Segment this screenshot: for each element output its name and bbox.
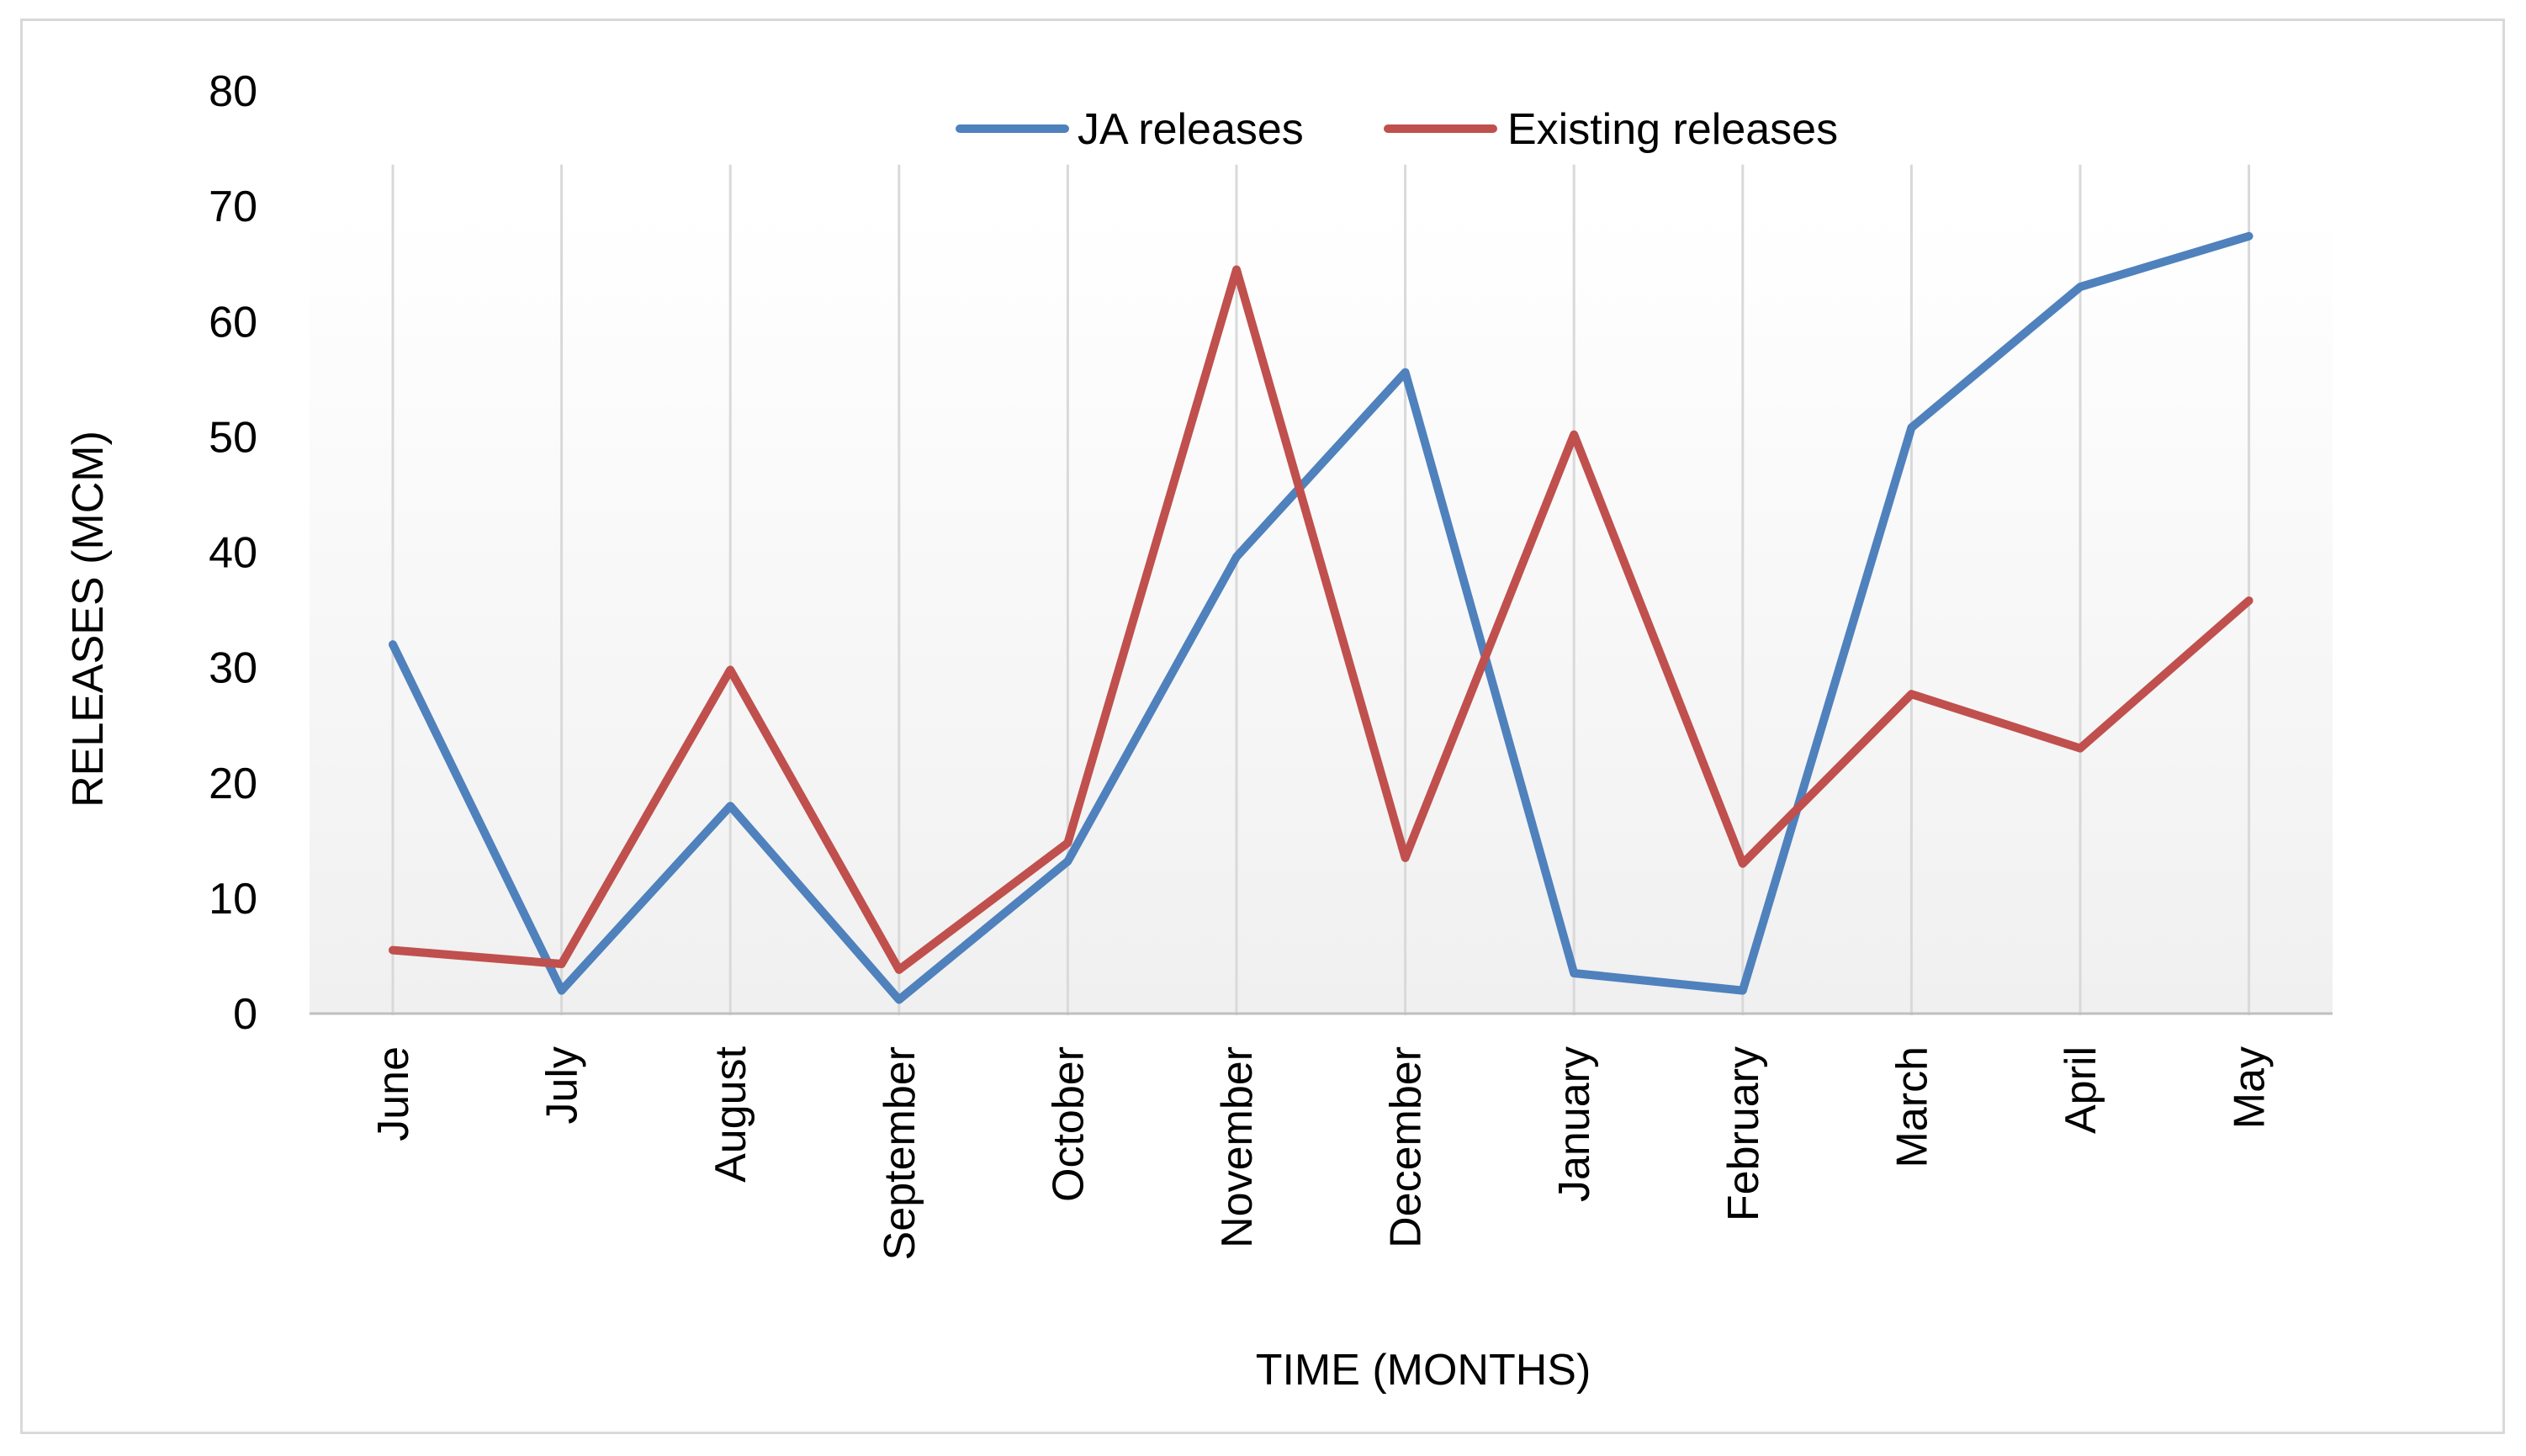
data-point bbox=[390, 642, 395, 648]
data-point bbox=[2246, 598, 2252, 604]
x-tick-label: January bbox=[1550, 1046, 1599, 1202]
x-tick-label: June bbox=[369, 1046, 418, 1141]
x-tick-label: April bbox=[2057, 1046, 2105, 1134]
series-lines bbox=[389, 231, 2253, 1004]
x-tick-label: September bbox=[876, 1046, 924, 1260]
x-axis-ticks: June July August September October November De… bbox=[369, 1046, 2274, 1260]
data-point bbox=[896, 966, 902, 972]
data-point bbox=[1234, 267, 1239, 273]
data-point bbox=[1740, 860, 1745, 866]
data-point bbox=[390, 947, 395, 953]
data-point bbox=[728, 667, 733, 673]
data-point bbox=[1740, 987, 1745, 993]
y-axis-ticks: 0 10 20 30 40 50 60 70 80 bbox=[209, 67, 257, 1039]
data-point bbox=[2078, 284, 2083, 290]
data-point bbox=[1402, 855, 1408, 860]
x-tick-label: October bbox=[1044, 1046, 1093, 1202]
data-point bbox=[1065, 840, 1071, 846]
x-tick-label: May bbox=[2226, 1046, 2274, 1129]
data-point bbox=[2078, 745, 2083, 751]
y-tick-label: 0 bbox=[233, 990, 257, 1039]
x-tick-label: July bbox=[538, 1046, 587, 1124]
y-tick-label: 20 bbox=[209, 760, 257, 808]
legend-label: JA releases bbox=[1078, 105, 1304, 154]
y-tick-label: 70 bbox=[209, 183, 257, 231]
data-point bbox=[896, 997, 902, 1003]
x-tick-label: November bbox=[1213, 1046, 1262, 1248]
x-tick-label: December bbox=[1382, 1046, 1431, 1248]
data-point bbox=[1065, 858, 1071, 864]
data-point bbox=[1571, 432, 1577, 437]
x-tick-label: March bbox=[1888, 1046, 1936, 1167]
x-tick-label: August bbox=[707, 1046, 755, 1182]
y-tick-label: 80 bbox=[209, 67, 257, 116]
data-point bbox=[1571, 971, 1577, 977]
y-tick-label: 30 bbox=[209, 644, 257, 693]
y-axis-title: RELEASES (MCM) bbox=[64, 431, 113, 807]
data-point bbox=[2246, 233, 2252, 239]
data-point bbox=[1234, 553, 1239, 559]
legend: JA releases Existing releases bbox=[956, 105, 1838, 154]
x-axis-title: TIME (MONTHS) bbox=[1256, 1346, 1591, 1395]
data-point bbox=[559, 961, 564, 967]
data-point bbox=[1909, 425, 1914, 431]
data-point bbox=[559, 987, 564, 993]
x-tick-label: February bbox=[1719, 1046, 1768, 1221]
data-point bbox=[728, 803, 733, 809]
plot-area bbox=[310, 210, 2333, 1014]
series-line-ja-releases bbox=[389, 231, 2253, 1004]
legend-label: Existing releases bbox=[1507, 105, 1838, 154]
series-line-existing-releases bbox=[389, 265, 2253, 974]
y-tick-label: 10 bbox=[209, 875, 257, 924]
data-point bbox=[1909, 691, 1914, 697]
gridlines bbox=[391, 164, 2251, 1015]
data-point bbox=[1402, 369, 1408, 375]
y-tick-label: 50 bbox=[209, 413, 257, 462]
y-tick-label: 40 bbox=[209, 529, 257, 578]
y-tick-label: 60 bbox=[209, 298, 257, 347]
